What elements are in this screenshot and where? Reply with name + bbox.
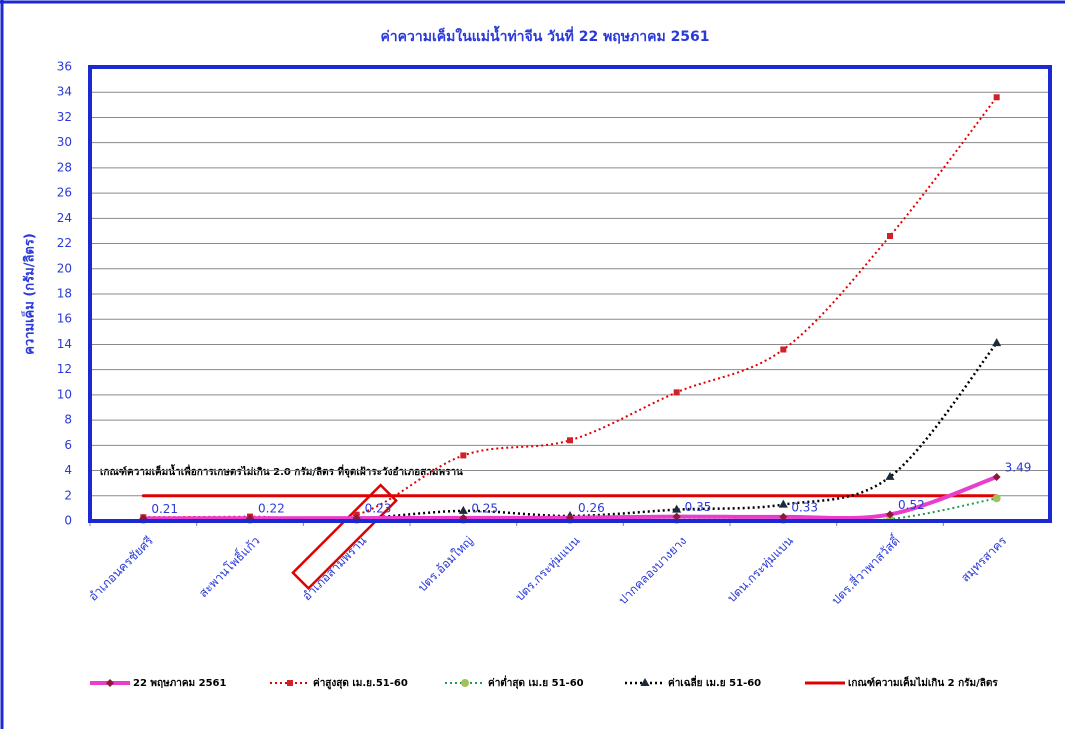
- legend-label: ค่าต่ำสุด เม.ย 51-60: [488, 675, 584, 689]
- y-tick-label: 8: [64, 413, 72, 427]
- marker: [672, 512, 681, 521]
- marker: [992, 494, 1001, 503]
- marker: [992, 472, 1001, 481]
- y-tick-label: 30: [57, 135, 72, 149]
- data-label: 0.23: [365, 502, 392, 516]
- marker: [885, 471, 895, 480]
- data-label: 0.35: [685, 500, 712, 514]
- y-tick-label: 24: [57, 211, 72, 225]
- marker: [993, 94, 1000, 101]
- legend-label: เกณฑ์ความเค็มไม่เกิน 2 กรัม/ลิตร: [848, 675, 998, 689]
- marker: [673, 389, 680, 396]
- y-tick-label: 18: [57, 287, 72, 301]
- y-axis-label: ความเค็ม (กรัม/ลิตร): [20, 233, 38, 355]
- data-label: 0.52: [898, 498, 925, 512]
- y-tick-label: 36: [57, 60, 72, 74]
- y-tick-label: 14: [57, 337, 72, 351]
- marker: [458, 505, 468, 514]
- y-tick-label: 16: [57, 312, 72, 326]
- legend-label: ค่าสูงสุด เม.ย.51-60: [313, 677, 408, 690]
- series-line: [143, 96, 998, 521]
- y-tick-label: 0: [64, 514, 72, 528]
- y-tick-label: 12: [57, 362, 72, 376]
- highlight-box: [291, 483, 398, 591]
- data-label: 0.33: [791, 500, 818, 514]
- y-tick-label: 26: [57, 186, 72, 200]
- marker: [887, 232, 893, 239]
- y-tick-label: 6: [64, 438, 72, 452]
- marker: [780, 346, 787, 353]
- data-label: 0.26: [578, 501, 605, 515]
- marker: [287, 680, 293, 686]
- marker: [567, 437, 573, 444]
- y-tick-label: 10: [57, 387, 72, 401]
- y-tick-label: 34: [57, 85, 72, 99]
- y-tick-label: 2: [64, 488, 72, 502]
- legend-label: 22 พฤษภาคม 2561: [133, 678, 226, 689]
- y-tick-label: 28: [57, 160, 72, 174]
- data-label: 0.22: [258, 502, 285, 516]
- marker: [778, 499, 788, 508]
- y-tick-label: 4: [64, 463, 72, 477]
- marker: [992, 338, 1002, 347]
- marker: [640, 678, 650, 686]
- y-tick-label: 22: [57, 236, 72, 250]
- data-label: 0.21: [151, 502, 178, 516]
- marker: [779, 512, 788, 521]
- plot-border: [88, 65, 1052, 523]
- marker: [672, 504, 682, 513]
- legend-label: ค่าเฉลี่ย เม.ย 51-60: [668, 675, 761, 689]
- chart-title: ค่าความเค็มในแม่น้ำท่าจีน วันที่ 22 พฤษภ…: [380, 25, 709, 45]
- marker: [461, 679, 469, 687]
- y-tick-label: 20: [57, 261, 72, 275]
- data-label: 0.25: [471, 501, 498, 515]
- data-label: 3.49: [1005, 460, 1032, 474]
- marker: [886, 510, 894, 519]
- y-tick-label: 32: [57, 110, 72, 124]
- marker: [106, 679, 114, 687]
- marker: [460, 452, 467, 459]
